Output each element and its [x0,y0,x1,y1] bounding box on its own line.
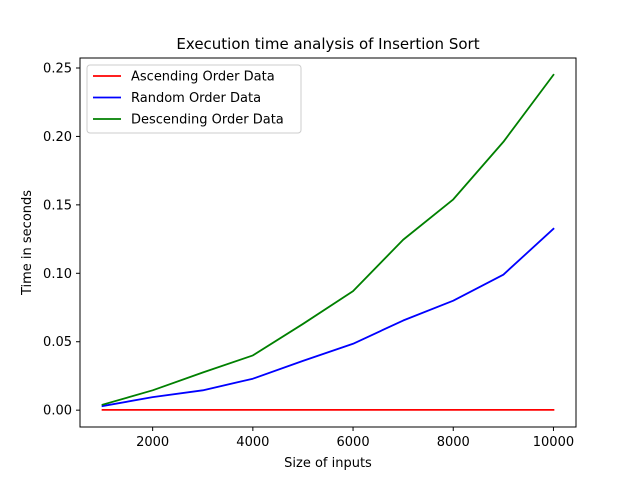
x-tick-label: 10000 [533,435,574,450]
y-tick-label: 0.05 [43,335,72,350]
legend-label-0: Ascending Order Data [131,70,275,85]
y-axis-label: Time in seconds [20,190,35,296]
y-tick-label: 0.20 [43,130,72,145]
x-axis-label: Size of inputs [284,456,372,471]
legend-box [86,64,302,134]
y-tick-label: 0.25 [43,61,72,76]
y-tick-label: 0.00 [43,404,72,419]
x-tick-label: 2000 [136,435,169,450]
x-axis: 2000 4000 6000 8000 10000 [136,427,574,450]
series-line-1 [101,227,555,408]
x-tick-label: 8000 [437,435,470,450]
series-layer [101,73,555,411]
plot-frame [79,57,577,428]
y-tick-label: 0.10 [43,267,72,282]
y-tick-label: 0.15 [43,198,72,213]
x-tick-label: 6000 [337,435,370,450]
legend-label-1: Random Order Data [131,91,261,106]
legend: Ascending Order Data Random Order Data Des… [86,64,302,134]
y-axis: 0.00 0.05 0.10 0.15 0.20 0.25 [43,61,80,419]
series-line-2 [101,73,555,406]
legend-label-2: Descending Order Data [131,113,284,128]
chart-title: Execution time analysis of Insertion Sor… [176,35,479,53]
x-tick-label: 4000 [236,435,269,450]
